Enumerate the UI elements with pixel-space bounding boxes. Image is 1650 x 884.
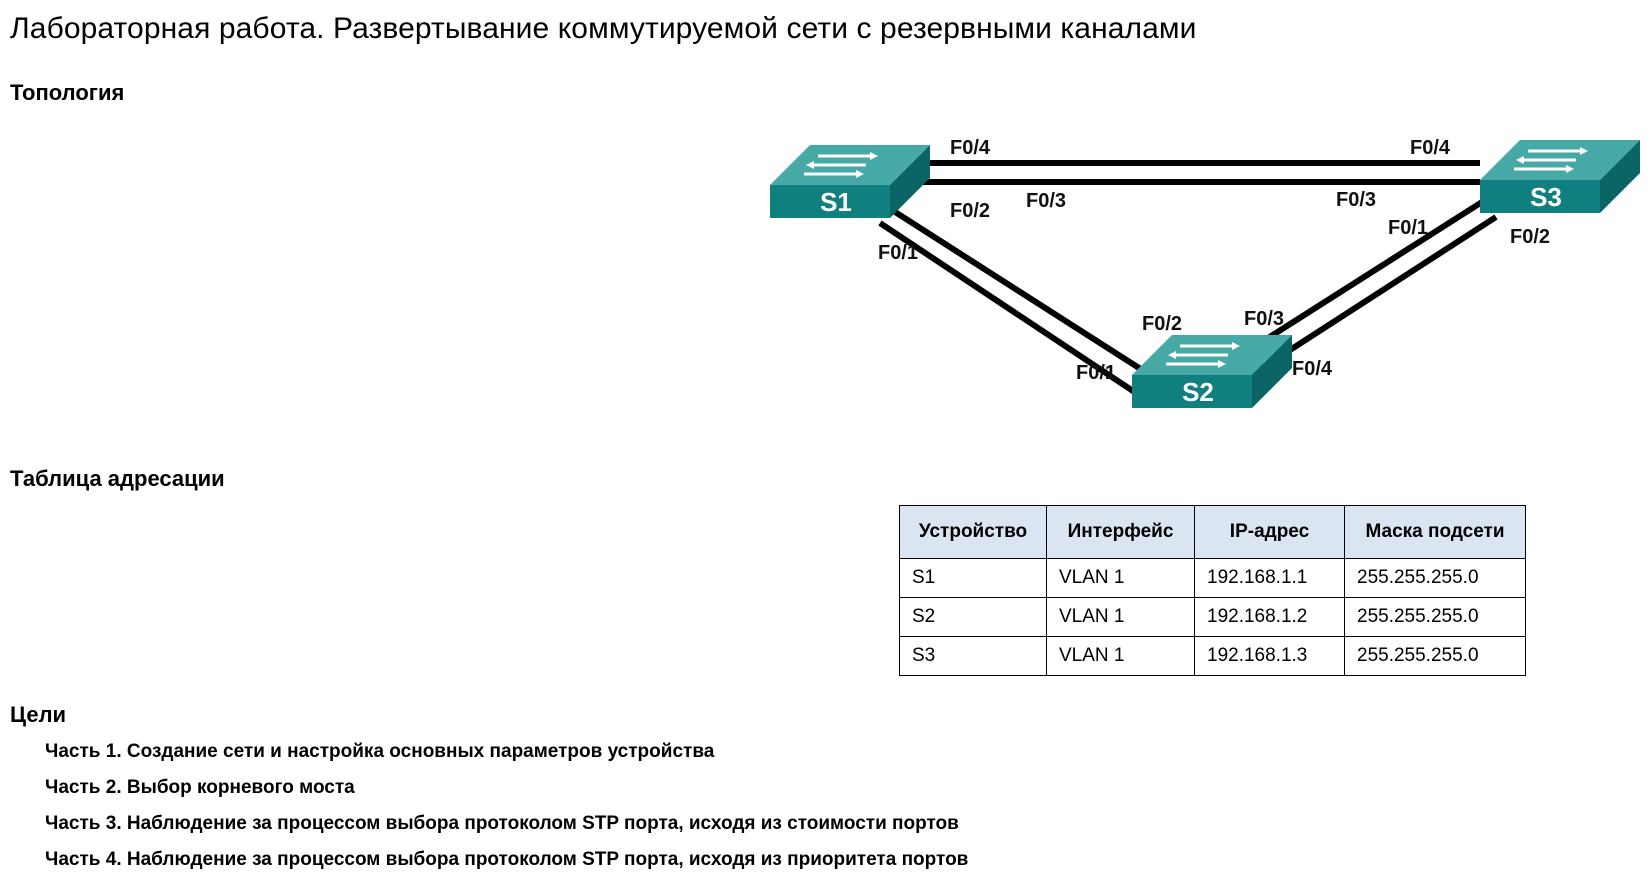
- cell-ip: 192.168.1.2: [1194, 597, 1345, 637]
- addressing-heading: Таблица адресации: [10, 466, 225, 491]
- table-row: S3 VLAN 1 192.168.1.3 255.255.255.0: [899, 636, 1526, 676]
- table-header-row: Устройство Интерфейс IP-адрес Маска подс…: [899, 505, 1526, 559]
- addressing-table: Устройство Интерфейс IP-адрес Маска подс…: [899, 505, 1526, 676]
- switch-s3-label: S3: [1530, 182, 1562, 212]
- link-s1-s2-f02: [890, 207, 1152, 378]
- switch-s2-label: S2: [1182, 377, 1214, 407]
- cell-device: S3: [899, 636, 1047, 676]
- topology-diagram: S1 S3 S2 F0/4 F0/3 F0/2: [770, 137, 1640, 408]
- port-label-s1-f01: F0/1: [878, 242, 918, 264]
- cell-ip: 192.168.1.3: [1194, 636, 1345, 676]
- cell-device: S1: [899, 558, 1047, 598]
- cell-mask: 255.255.255.0: [1344, 597, 1526, 637]
- port-label-s3-f04: F0/4: [1410, 137, 1451, 159]
- topology-heading: Топология: [10, 80, 125, 105]
- port-label-s2-f04: F0/4: [1292, 358, 1333, 380]
- objective-item: Часть 2. Выбор корневого моста: [45, 777, 355, 798]
- port-label-s3-f01: F0/1: [1388, 217, 1428, 239]
- objective-item: Часть 3. Наблюдение за процессом выбора …: [45, 813, 959, 834]
- port-label-s2-f01: F0/1: [1076, 362, 1116, 384]
- cell-interface: VLAN 1: [1046, 636, 1195, 676]
- column-header-mask: Маска подсети: [1344, 505, 1526, 559]
- port-label-s3-f03: F0/3: [1336, 189, 1376, 211]
- port-label-s3-f02: F0/2: [1510, 226, 1550, 248]
- port-label-s1-f04: F0/4: [950, 137, 991, 159]
- port-label-s1-f03: F0/3: [1026, 190, 1066, 212]
- cell-interface: VLAN 1: [1046, 597, 1195, 637]
- table-row: S1 VLAN 1 192.168.1.1 255.255.255.0: [899, 558, 1526, 598]
- cell-mask: 255.255.255.0: [1344, 636, 1526, 676]
- cell-mask: 255.255.255.0: [1344, 558, 1526, 598]
- objectives-list: Часть 1. Создание сети и настройка основ…: [45, 740, 968, 884]
- switch-s2[interactable]: S2: [1132, 335, 1292, 408]
- column-header-ip: IP-адрес: [1194, 505, 1345, 559]
- switch-s1[interactable]: S1: [770, 145, 930, 218]
- document-title: Лабораторная работа. Развертывание комму…: [10, 12, 1197, 45]
- objectives-heading: Цели: [10, 702, 67, 727]
- port-label-s2-f03: F0/3: [1244, 308, 1284, 330]
- column-header-interface: Интерфейс: [1046, 505, 1195, 559]
- cell-ip: 192.168.1.1: [1194, 558, 1345, 598]
- cell-interface: VLAN 1: [1046, 558, 1195, 598]
- switch-s1-label: S1: [820, 187, 852, 217]
- link-s1-s2-f01: [878, 220, 1138, 396]
- table-row: S2 VLAN 1 192.168.1.2 255.255.255.0: [899, 597, 1526, 637]
- switch-arrows-icon: [1514, 147, 1588, 173]
- port-label-s1-f02: F0/2: [950, 200, 990, 222]
- switch-arrows-icon: [1166, 342, 1240, 368]
- switch-s3[interactable]: S3: [1480, 140, 1640, 213]
- objective-item: Часть 4. Наблюдение за процессом выбора …: [45, 849, 969, 870]
- column-header-device: Устройство: [899, 505, 1047, 559]
- port-label-s2-f02: F0/2: [1142, 313, 1182, 335]
- switch-arrows-icon: [804, 152, 878, 178]
- cell-device: S2: [899, 597, 1047, 637]
- objective-item: Часть 1. Создание сети и настройка основ…: [45, 741, 715, 762]
